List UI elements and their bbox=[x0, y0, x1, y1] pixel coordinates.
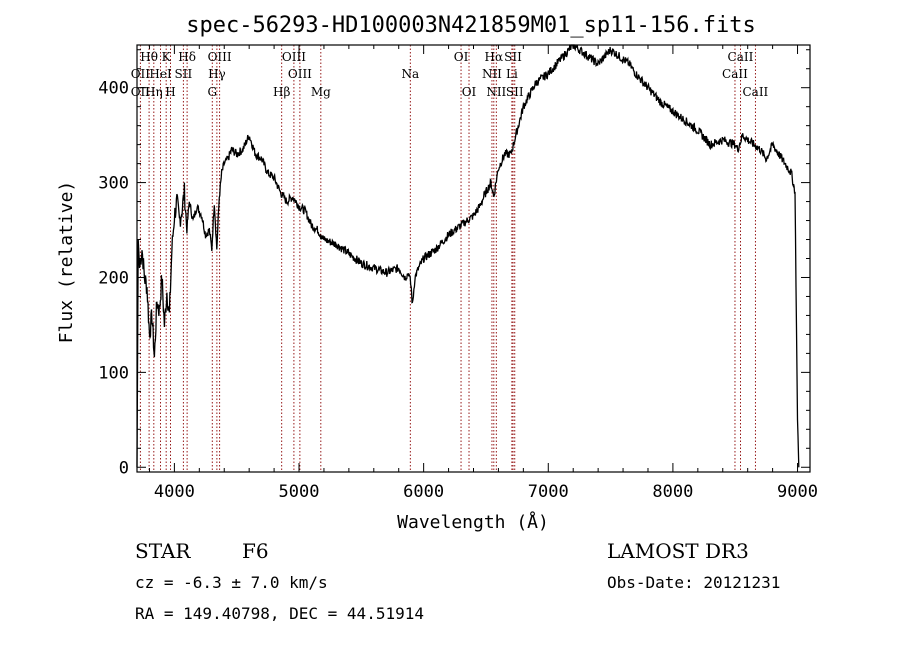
line-label: CaII bbox=[742, 85, 768, 99]
x-tick-label: 4000 bbox=[154, 482, 195, 502]
line-label: SII bbox=[506, 85, 524, 99]
line-label: SII bbox=[504, 50, 522, 64]
spectrum-line bbox=[136, 44, 800, 468]
line-label: Hβ bbox=[273, 85, 290, 99]
x-tick-label: 7000 bbox=[528, 482, 569, 502]
x-axis-label: Wavelength (Å) bbox=[397, 511, 549, 533]
y-tick-label: 400 bbox=[98, 79, 129, 99]
x-axis-ticks: 4000 5000 6000 7000 8000 9000 bbox=[148, 45, 818, 502]
x-tick-label: 9000 bbox=[777, 482, 818, 502]
line-label: OI bbox=[462, 85, 477, 99]
x-tick-label: 6000 bbox=[403, 482, 444, 502]
x-tick-label: 5000 bbox=[279, 482, 320, 502]
redshift-cz: cz = -6.3 ± 7.0 km/s bbox=[135, 573, 328, 592]
line-label: OIII bbox=[282, 50, 306, 64]
y-tick-label: 200 bbox=[98, 268, 129, 288]
y-tick-label: 300 bbox=[98, 174, 129, 194]
survey-name: LAMOST DR3 bbox=[607, 539, 749, 563]
line-label: OIII bbox=[208, 50, 232, 64]
line-label: Hγ bbox=[208, 67, 226, 81]
line-label: Li bbox=[506, 67, 518, 81]
line-label: K bbox=[162, 50, 172, 64]
chart-title: spec-56293-HD100003N421859M01_sp11-156.f… bbox=[186, 13, 756, 38]
line-label: Na bbox=[401, 67, 419, 81]
line-label: SII bbox=[175, 67, 193, 81]
line-label: Hη bbox=[145, 85, 163, 99]
y-tick-label: 100 bbox=[98, 363, 129, 383]
line-label: Mg bbox=[311, 85, 331, 99]
object-subclass: F6 bbox=[242, 539, 269, 563]
line-label: OI bbox=[454, 50, 469, 64]
y-axis-label: Flux (relative) bbox=[56, 181, 77, 344]
observation-date: Obs-Date: 20121231 bbox=[607, 573, 780, 592]
line-label: OII bbox=[131, 67, 151, 81]
line-label: H bbox=[165, 85, 175, 99]
line-label: NII bbox=[486, 85, 506, 99]
ra-dec: RA = 149.40798, DEC = 44.51914 bbox=[135, 604, 424, 623]
line-label: CaII bbox=[728, 50, 754, 64]
line-label: OII bbox=[131, 85, 151, 99]
line-label: Hα bbox=[485, 50, 504, 64]
object-class: STAR bbox=[135, 539, 191, 563]
x-tick-label: 8000 bbox=[652, 482, 693, 502]
plot-frame bbox=[136, 44, 811, 473]
line-label: CaII bbox=[722, 67, 748, 81]
line-label: Hδ bbox=[178, 50, 196, 64]
line-label: Hθ bbox=[140, 50, 158, 64]
line-label: NII bbox=[482, 67, 502, 81]
spectral-line-markers bbox=[139, 45, 756, 472]
y-tick-label: 0 bbox=[119, 458, 129, 478]
line-label: G bbox=[207, 85, 217, 99]
line-label: OIII bbox=[288, 67, 312, 81]
y-axis-ticks: 0 100 200 300 400 bbox=[98, 49, 810, 478]
line-label: HeI bbox=[149, 67, 172, 81]
